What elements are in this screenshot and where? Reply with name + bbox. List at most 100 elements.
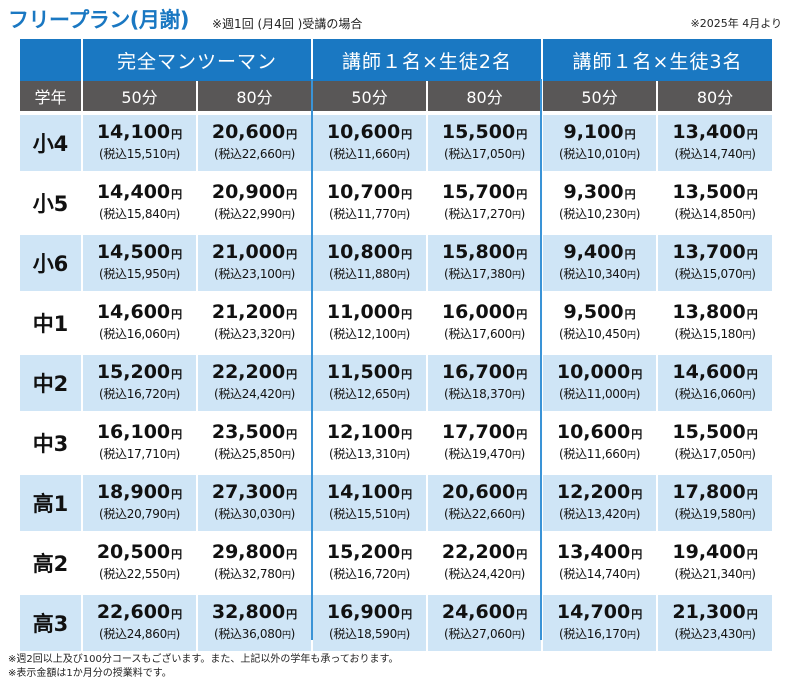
monthly-fee: 12,100円: [313, 421, 426, 446]
monthly-fee: 15,800円: [428, 241, 541, 266]
tax-included-fee: (税込10,340円): [543, 266, 656, 285]
tax-suffix: ): [751, 387, 756, 401]
monthly-fee: 15,500円: [428, 121, 541, 146]
tax-suffix: ): [520, 507, 526, 521]
page-title: フリープラン(月謝): [8, 8, 189, 32]
tax-suffix: ): [635, 567, 641, 581]
plan-group-header-row: 完全マンツーマン 講師１名×生徒2名 講師１名×生徒3名: [20, 39, 773, 81]
yen-unit: 円: [166, 391, 176, 401]
tax-prefix: (税込: [213, 627, 242, 641]
yen-unit: 円: [401, 428, 413, 441]
fee-amount: 10,800: [326, 241, 401, 263]
fee-amount: 20,500: [96, 541, 171, 563]
yen-unit: 円: [626, 211, 636, 221]
yen-unit: 円: [742, 571, 752, 581]
tax-amount: 10,340: [586, 267, 628, 281]
yen-unit: 円: [516, 188, 528, 201]
yen-unit: 円: [281, 331, 291, 341]
fee-amount: 13,700: [672, 241, 746, 263]
yen-unit: 円: [626, 391, 636, 401]
yen-unit: 円: [286, 488, 298, 501]
yen-unit: 円: [746, 428, 758, 441]
fee-amount: 12,100: [326, 421, 401, 443]
monthly-fee: 10,000円: [543, 361, 656, 386]
monthly-fee: 18,900円: [83, 481, 196, 506]
monthly-fee: 20,600円: [428, 481, 541, 506]
tax-prefix: (税込: [213, 567, 242, 581]
monthly-fee: 32,800円: [198, 601, 311, 626]
tax-prefix: (税込: [98, 447, 127, 461]
tax-suffix: ): [635, 507, 641, 521]
monthly-fee: 14,100円: [83, 121, 196, 146]
tax-amount: 23,100: [241, 267, 283, 281]
tax-amount: 16,720: [126, 387, 168, 401]
tax-amount: 16,720: [356, 567, 398, 581]
tax-prefix: (税込: [443, 207, 472, 221]
tax-amount: 17,270: [471, 207, 513, 221]
yen-unit: 円: [742, 151, 752, 161]
price-cell: 13,500円 (税込14,850円): [656, 171, 773, 233]
tax-prefix: (税込: [674, 447, 703, 461]
fee-amount: 9,400: [563, 241, 624, 263]
tax-amount: 19,580: [702, 507, 743, 521]
tax-included-fee: (税込15,180円): [658, 326, 772, 345]
price-cell: 10,000円 (税込11,000円): [541, 351, 658, 413]
tax-amount: 27,060: [471, 627, 513, 641]
tax-included-fee: (税込23,100円): [198, 266, 311, 285]
yen-unit: 円: [401, 488, 413, 501]
fee-amount: 15,700: [441, 181, 516, 203]
tax-suffix: ): [175, 627, 181, 641]
price-cell: 14,600円 (税込16,060円): [656, 351, 773, 413]
price-cell: 14,100円 (税込15,510円): [311, 471, 428, 533]
grade-cell: 高1: [20, 471, 82, 533]
monthly-fee: 21,300円: [658, 601, 772, 626]
tax-amount: 17,380: [471, 267, 513, 281]
tax-prefix: (税込: [443, 447, 472, 461]
monthly-fee: 10,600円: [543, 421, 656, 446]
tax-included-fee: (税込11,770円): [313, 206, 426, 225]
fee-amount: 22,200: [211, 361, 286, 383]
tax-included-fee: (税込18,370円): [428, 386, 541, 405]
header-bar: フリープラン(月謝) ※週1回 (月4回 )受講の場合 ※2025年 4月より: [8, 4, 782, 34]
price-cell: 16,900円 (税込18,590円): [311, 591, 428, 651]
yen-unit: 円: [631, 548, 643, 561]
monthly-fee: 15,500円: [658, 421, 772, 446]
yen-unit: 円: [281, 631, 291, 641]
monthly-fee: 13,700円: [658, 241, 772, 266]
duration-header: 50分: [311, 81, 428, 113]
tax-prefix: (税込: [213, 147, 242, 161]
fee-amount: 9,100: [563, 121, 624, 143]
duration-header: 80分: [195, 81, 313, 113]
grade-cell: 小5: [20, 171, 82, 233]
tax-included-fee: (税込24,420円): [198, 386, 311, 405]
tax-prefix: (税込: [674, 327, 703, 341]
duration-header: 80分: [656, 81, 773, 113]
tax-included-fee: (税込13,420円): [543, 506, 656, 525]
price-cell: 15,700円 (税込17,270円): [426, 171, 543, 233]
tax-included-fee: (税込17,380円): [428, 266, 541, 285]
fee-amount: 14,100: [326, 481, 401, 503]
yen-unit: 円: [511, 511, 521, 521]
yen-unit: 円: [401, 188, 413, 201]
price-cell: 20,600円 (税込22,660円): [426, 471, 543, 533]
monthly-fee: 15,200円: [83, 361, 196, 386]
tax-prefix: (税込: [98, 207, 127, 221]
price-cell: 22,600円 (税込24,860円): [81, 591, 197, 651]
tax-included-fee: (税込23,430円): [658, 626, 772, 645]
tax-prefix: (税込: [328, 447, 357, 461]
tax-suffix: ): [290, 207, 296, 221]
tax-included-fee: (税込22,990円): [198, 206, 311, 225]
fee-amount: 15,500: [441, 121, 516, 143]
fee-amount: 32,800: [211, 601, 286, 623]
tax-prefix: (税込: [98, 147, 127, 161]
fee-amount: 21,200: [211, 301, 286, 323]
tax-amount: 11,660: [586, 447, 628, 461]
tax-amount: 10,010: [586, 147, 628, 161]
price-cell: 9,400円 (税込10,340円): [541, 231, 658, 293]
monthly-fee: 27,300円: [198, 481, 311, 506]
yen-unit: 円: [624, 188, 636, 201]
fee-amount: 20,600: [441, 481, 516, 503]
price-cell: 19,400円 (税込21,340円): [656, 531, 773, 593]
yen-unit: 円: [286, 128, 298, 141]
tax-included-fee: (税込36,080円): [198, 626, 311, 645]
